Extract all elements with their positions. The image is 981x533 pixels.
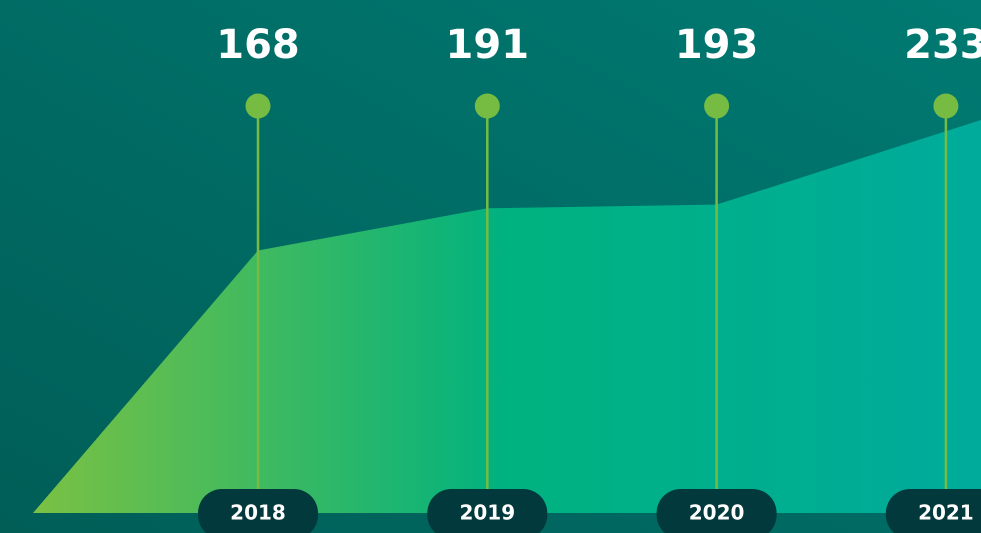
year-label: 2019	[459, 501, 515, 525]
year-pill	[656, 489, 777, 533]
year-label: 2018	[230, 501, 286, 525]
pin-dot	[933, 93, 959, 119]
year-label: 2020	[689, 501, 745, 525]
pin-dot	[474, 93, 500, 119]
pin-dot	[245, 93, 271, 119]
value-label: 193	[675, 22, 759, 68]
value-label: 233	[904, 22, 981, 68]
value-label: 191	[446, 22, 530, 68]
year-pill	[885, 489, 981, 533]
year-label: 2021	[918, 501, 974, 525]
area	[33, 119, 981, 514]
pin-dot	[704, 93, 730, 119]
value-label: 168	[216, 22, 300, 68]
year-pill	[198, 489, 318, 533]
year-pill	[427, 489, 548, 533]
